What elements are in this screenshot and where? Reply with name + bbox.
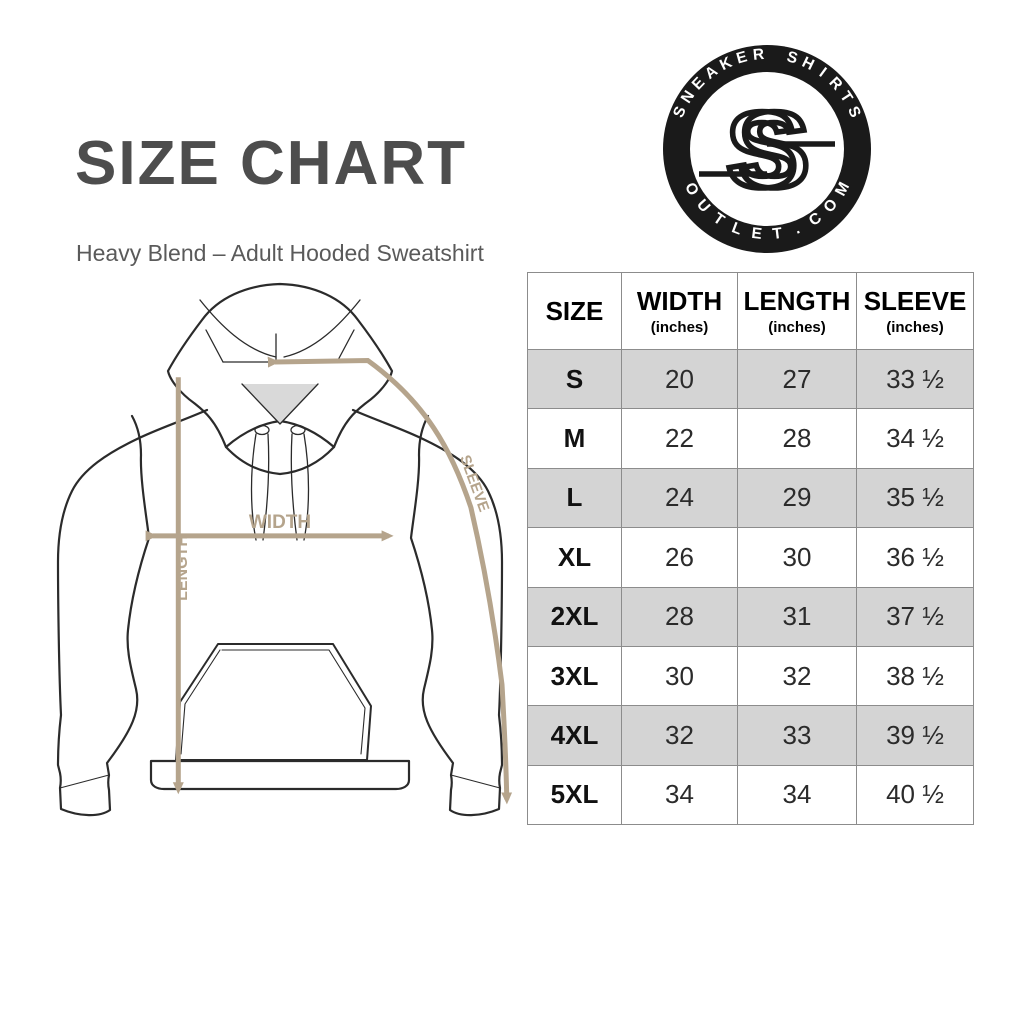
svg-text:LENGTH: LENGTH: [174, 535, 191, 601]
svg-text:E: E: [751, 225, 763, 243]
svg-text:S: S: [738, 89, 810, 210]
svg-text:R: R: [752, 46, 765, 64]
svg-text:WIDTH: WIDTH: [249, 512, 311, 533]
